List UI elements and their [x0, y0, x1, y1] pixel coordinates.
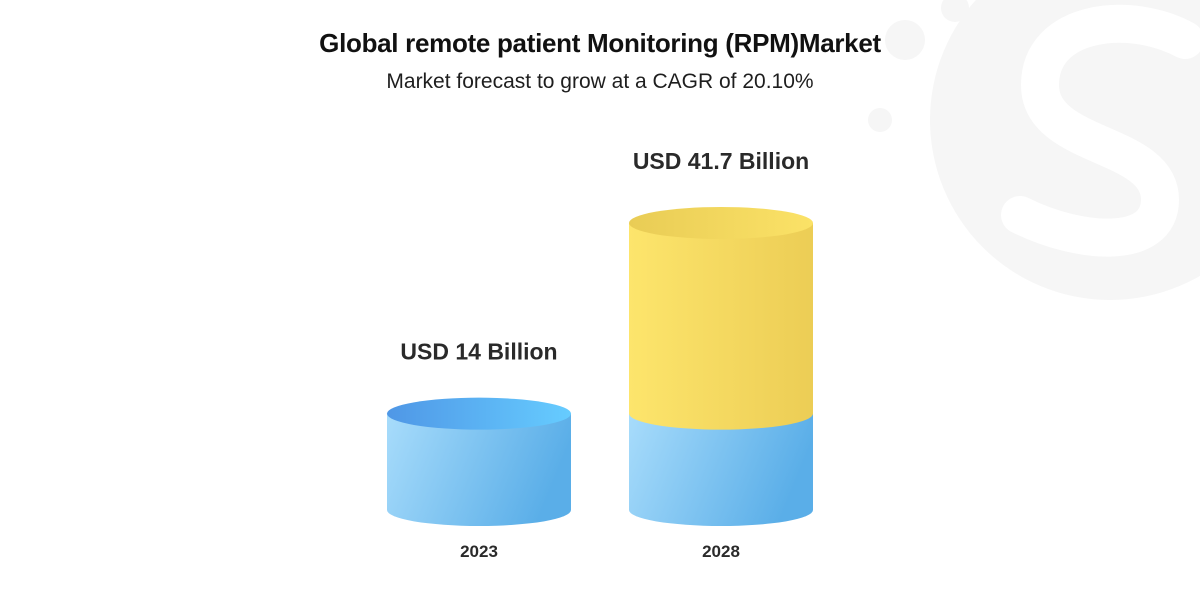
category-label: 2023 [460, 542, 498, 561]
watermark-s-letter [1001, 4, 1200, 257]
chart-title: Global remote patient Monitoring (RPM)Ma… [319, 28, 881, 58]
bar-2028-growth-segment [629, 223, 813, 430]
bar-2023 [387, 413, 571, 526]
watermark-dot [885, 20, 925, 60]
bar-2028-base-segment [629, 413, 813, 526]
bar-2028-top [629, 207, 813, 239]
data-label: USD 14 Billion [400, 339, 557, 365]
bar-2023-top [387, 397, 571, 430]
category-label: 2028 [702, 542, 740, 561]
watermark-dot [868, 108, 892, 132]
data-label: USD 41.7 Billion [633, 148, 809, 174]
chart-subtitle: Market forecast to grow at a CAGR of 20.… [386, 70, 814, 93]
watermark-dot [941, 0, 969, 22]
